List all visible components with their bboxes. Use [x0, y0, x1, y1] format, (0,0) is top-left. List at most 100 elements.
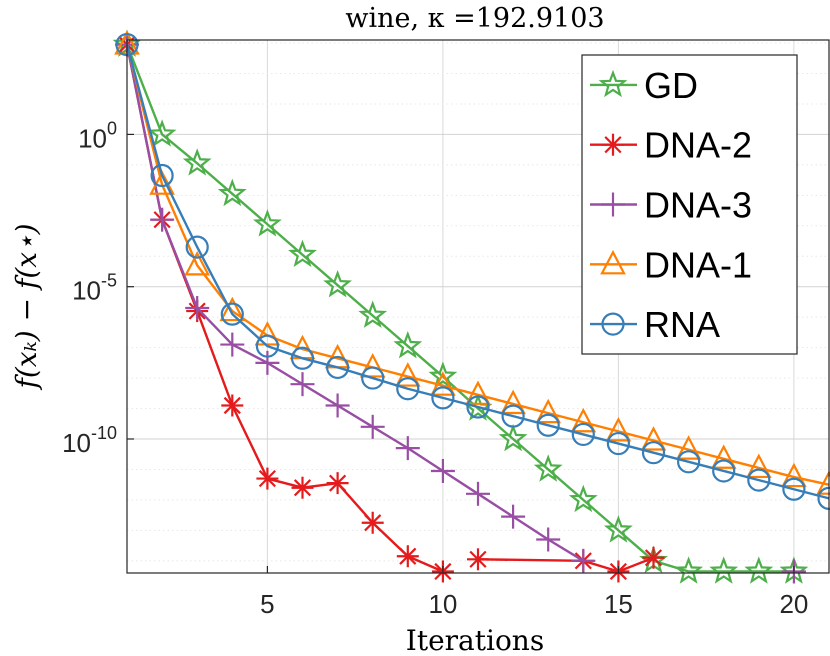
data-point: [466, 481, 490, 506]
marker-stroke: [644, 549, 663, 567]
marker-stroke: [399, 547, 417, 565]
data-point: [184, 251, 211, 276]
data-point: [185, 296, 210, 321]
data-point: [782, 477, 806, 501]
data-point: [150, 163, 174, 188]
data-point: [710, 444, 737, 469]
data-point: [255, 334, 279, 358]
data-point: [253, 209, 282, 237]
data-point: [536, 413, 560, 437]
data-point: [361, 366, 385, 390]
data-point: [220, 302, 244, 326]
marker-stroke: [469, 550, 487, 568]
marker-stroke: [604, 136, 622, 154]
data-point: [498, 423, 528, 452]
legend-item: DNA-1: [590, 244, 752, 285]
y-axis-label: f(xₖ) − f(x⋆): [10, 223, 43, 390]
data-point: [394, 362, 421, 387]
data-point: [535, 398, 562, 424]
legend-label: GD: [644, 65, 698, 106]
marker-stroke: [223, 396, 241, 415]
legend-swatch-marker: [602, 133, 624, 156]
data-point: [219, 296, 246, 322]
data-point: [393, 330, 423, 359]
data-point: [431, 386, 455, 410]
series-rna: [115, 32, 830, 510]
chart-title: wine, κ =192.9103: [345, 3, 604, 34]
y-ticks: 100 10-5 10-10: [62, 118, 134, 458]
data-point: [709, 556, 739, 584]
data-point: [605, 417, 632, 442]
data-point: [255, 350, 280, 375]
data-point: [641, 441, 666, 465]
data-point: [361, 511, 384, 534]
data-point: [325, 393, 350, 418]
data-point: [182, 148, 212, 176]
legend-label: DNA-2: [644, 125, 752, 166]
legend-item: GD: [590, 65, 698, 106]
data-point: [326, 472, 349, 495]
data-point: [430, 371, 456, 396]
data-point: [604, 515, 633, 543]
data-point: [500, 389, 526, 415]
x-tick-label: 10: [428, 589, 457, 619]
y-tick-label: 100: [78, 118, 117, 153]
data-point: [676, 450, 701, 474]
data-point: [466, 395, 490, 419]
data-point: [221, 394, 244, 417]
x-tick-label: 5: [260, 589, 274, 619]
series-line: [125, 44, 830, 500]
data-point: [147, 119, 177, 147]
data-point: [640, 426, 667, 451]
data-point: [570, 407, 597, 433]
series-layer: [112, 29, 830, 584]
data-point: [359, 353, 386, 378]
data-point: [568, 484, 598, 513]
data-point: [747, 468, 771, 492]
x-tick-label: 20: [779, 589, 808, 619]
data-point: [533, 454, 563, 482]
legend-swatch-marker: [601, 192, 625, 217]
data-point: [323, 270, 352, 298]
data-point: [256, 467, 279, 490]
data-point: [291, 476, 314, 499]
data-point: [606, 431, 631, 456]
marker-stroke: [364, 514, 382, 532]
data-point: [254, 321, 281, 346]
legend-swatch-marker: [600, 249, 626, 275]
data-point: [149, 170, 175, 195]
axes-box: [126, 39, 830, 574]
data-point: [744, 556, 774, 584]
data-point: [430, 458, 455, 483]
x-tick-label: 15: [604, 589, 633, 619]
data-point: [428, 361, 458, 389]
legend-label: DNA-1: [644, 244, 752, 285]
legend: GD DNA-2 DNA-3 DNA-1 RNA: [581, 54, 798, 355]
marker-stroke: [329, 474, 347, 492]
legend-swatch-marker: [601, 312, 625, 336]
data-point: [467, 548, 489, 571]
data-point: [358, 300, 388, 328]
data-point: [675, 435, 702, 460]
data-point: [220, 332, 245, 357]
legend-label: RNA: [644, 304, 720, 345]
data-point: [396, 377, 420, 401]
data-point: [501, 504, 526, 529]
legend-item: DNA-3: [590, 185, 752, 226]
data-point: [396, 545, 419, 568]
data-point: [217, 178, 247, 207]
data-point: [360, 414, 385, 439]
marker-stroke: [258, 470, 276, 488]
data-point: [781, 462, 807, 488]
data-point: [712, 459, 736, 483]
x-ticks: 5 10 15 20: [260, 566, 808, 619]
y-tick-label: 10-5: [72, 271, 117, 306]
data-point: [326, 355, 350, 380]
legend-item: DNA-2: [590, 125, 752, 166]
series-line: [125, 44, 654, 573]
marker-stroke: [293, 479, 312, 497]
legend-label: DNA-3: [644, 185, 752, 226]
data-point: [465, 380, 491, 405]
data-point: [745, 453, 772, 479]
